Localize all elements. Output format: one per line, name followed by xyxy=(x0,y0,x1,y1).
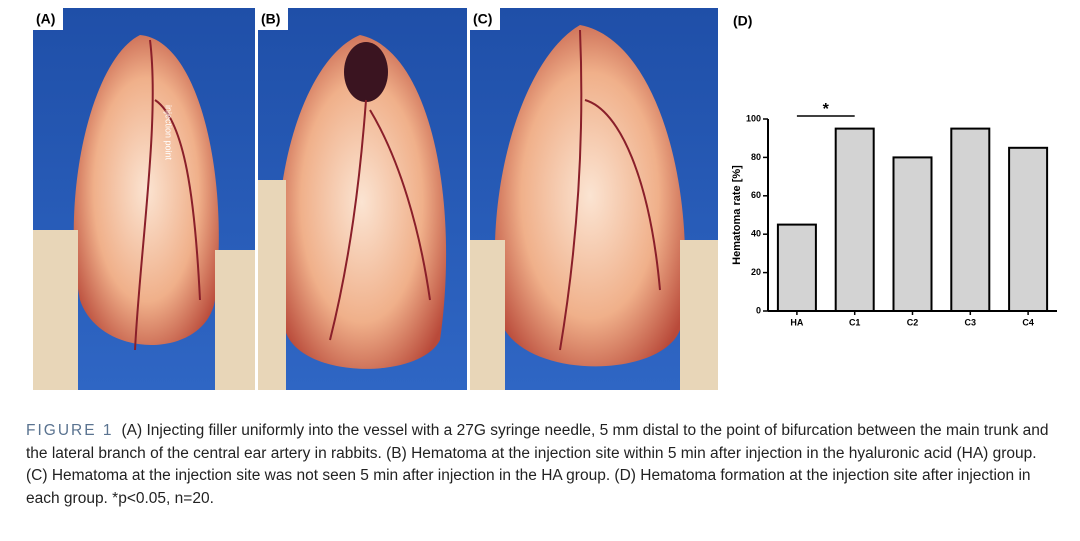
panel-label: (C) xyxy=(473,11,492,27)
photo-b xyxy=(258,8,467,390)
bar xyxy=(776,223,817,313)
panel-label-box xyxy=(258,8,288,30)
y-tick-label: 40 xyxy=(751,229,761,239)
caption: FIGURE 1 (A) Injecting filler uniformly i… xyxy=(26,420,1061,510)
panel-label: (A) xyxy=(36,11,55,27)
x-tick-label: HA xyxy=(790,317,803,327)
x-tick-label: C4 xyxy=(1022,317,1034,327)
significance-mark: * xyxy=(823,101,830,118)
photo-annotation: injection point xyxy=(164,105,174,161)
figure: (A) injection point (B) (C) (D) 0 20 40 60 80 100 H… xyxy=(33,8,1057,390)
caption-label: FIGURE 1 xyxy=(26,422,114,439)
x-tick-label: C1 xyxy=(849,317,861,327)
panel-label: (D) xyxy=(733,13,752,29)
y-tick-label: 0 xyxy=(756,305,761,315)
caption-text: (A) Injecting filler uniformly into the … xyxy=(26,422,1049,507)
x-tick-label: C3 xyxy=(965,317,977,327)
bar xyxy=(892,156,933,312)
x-tick-label: C2 xyxy=(907,317,919,327)
bar xyxy=(950,127,991,312)
y-tick-label: 60 xyxy=(751,190,761,200)
y-axis-title: Hematoma rate [%] xyxy=(731,165,743,265)
panel-label-box xyxy=(33,8,63,30)
y-tick-label: 20 xyxy=(751,267,761,277)
panel-label: (B) xyxy=(261,11,280,27)
y-tick-label: 80 xyxy=(751,152,761,162)
bar xyxy=(1008,146,1049,312)
bar xyxy=(834,127,875,312)
y-tick-label: 100 xyxy=(746,113,761,123)
photo-c xyxy=(470,8,718,390)
panel-label-box xyxy=(470,8,500,30)
photo-a xyxy=(33,8,255,390)
